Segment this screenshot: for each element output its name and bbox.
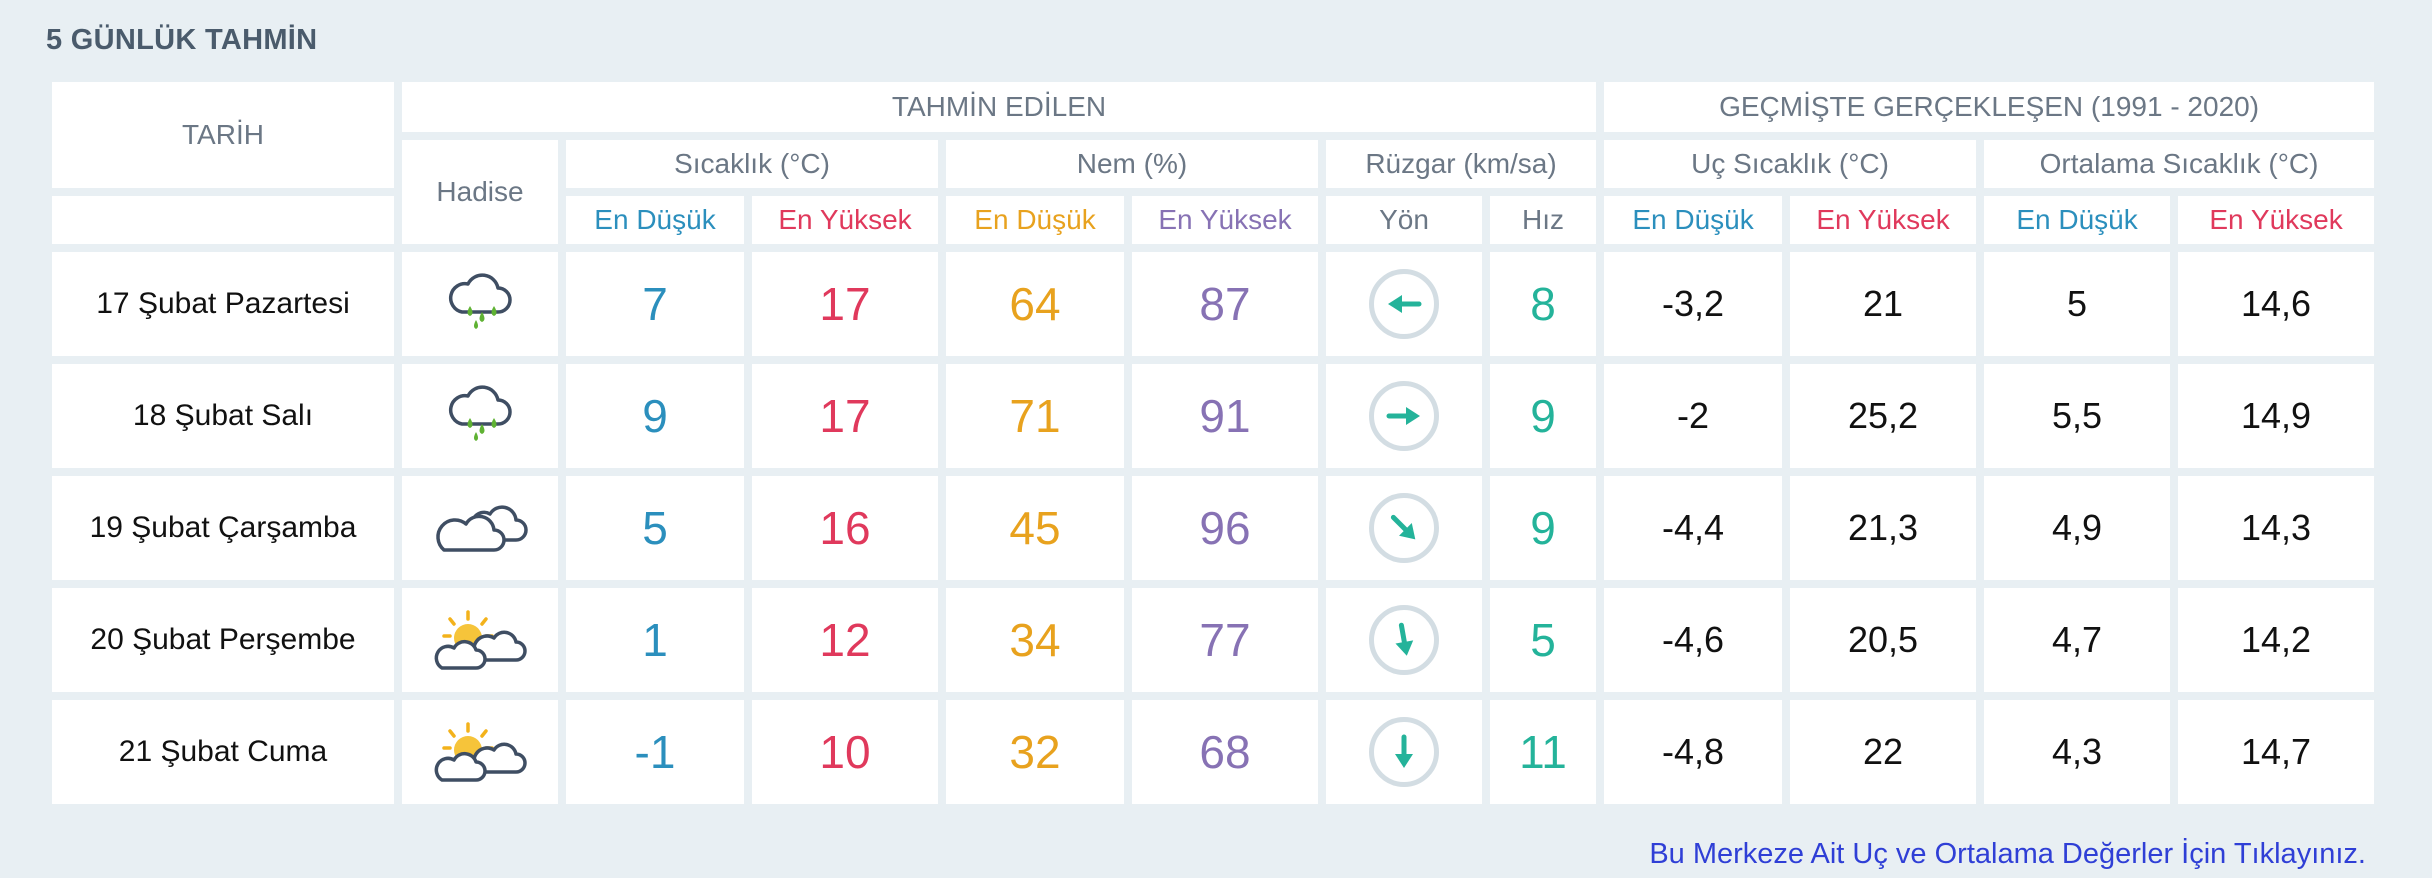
wind-arrow-icon — [1369, 381, 1439, 451]
ort-min: 5 — [1984, 252, 2171, 356]
wind-speed: 9 — [1490, 364, 1597, 468]
header-ort-max: En Yüksek — [2178, 196, 2375, 244]
uc-max: 20,5 — [1790, 588, 1977, 692]
partly-cloudy-icon — [402, 608, 558, 672]
date-cell: 20 Şubat Perşembe — [52, 588, 394, 692]
header-ruzgar: Rüzgar (km/sa) — [1326, 140, 1597, 188]
uc-min: -4,6 — [1604, 588, 1783, 692]
header-hadise: Hadise — [402, 140, 558, 244]
temp-min: 1 — [566, 588, 744, 692]
temp-max: 10 — [752, 700, 938, 804]
humidity-max: 96 — [1132, 476, 1318, 580]
rain-cloud-icon — [402, 272, 558, 336]
page-title: 5 GÜNLÜK TAHMİN — [46, 24, 318, 56]
cloudy-icon — [402, 500, 558, 556]
header-hum-min: En Düşük — [946, 196, 1124, 244]
wind-direction — [1326, 700, 1482, 804]
header-temp-min: En Düşük — [566, 196, 744, 244]
table-row: 19 Şubat Çarşamba 5 16 45 96 9 -4,4 21,3 4,9 14,3 — [52, 476, 2375, 580]
uc-min: -4,8 — [1604, 700, 1783, 804]
date-cell: 21 Şubat Cuma — [52, 700, 394, 804]
humidity-max: 77 — [1132, 588, 1318, 692]
wind-direction — [1326, 252, 1482, 356]
uc-min: -4,4 — [1604, 476, 1783, 580]
wind-arrow-icon — [1369, 269, 1439, 339]
wind-arrow-icon — [1369, 493, 1439, 563]
weather-icon-cell — [402, 700, 558, 804]
header-uc-sicaklik: Uç Sıcaklık (°C) — [1604, 140, 1977, 188]
rain-cloud-icon — [402, 384, 558, 448]
header-gecmiste-gerceklesen: GEÇMİŞTE GERÇEKLEŞEN (1991 - 2020) — [1604, 82, 2375, 132]
wind-arrow-icon — [1369, 605, 1439, 675]
temp-max: 17 — [752, 252, 938, 356]
wind-arrow-icon — [1369, 717, 1439, 787]
uc-max: 22 — [1790, 700, 1977, 804]
wind-speed: 11 — [1490, 700, 1597, 804]
temp-min: 9 — [566, 364, 744, 468]
temp-min: 5 — [566, 476, 744, 580]
humidity-min: 32 — [946, 700, 1124, 804]
humidity-min: 71 — [946, 364, 1124, 468]
date-cell: 19 Şubat Çarşamba — [52, 476, 394, 580]
humidity-min: 45 — [946, 476, 1124, 580]
humidity-min: 34 — [946, 588, 1124, 692]
partly-cloudy-icon — [402, 720, 558, 784]
ort-max: 14,6 — [2178, 252, 2375, 356]
header-wind-dir: Yön — [1326, 196, 1482, 244]
table-row: 17 Şubat Pazartesi 7 17 64 87 8 -3,2 21 5 14,6 — [52, 252, 2375, 356]
header-ortalama-sicaklik: Ortalama Sıcaklık (°C) — [1984, 140, 2375, 188]
ort-max: 14,2 — [2178, 588, 2375, 692]
humidity-max: 91 — [1132, 364, 1318, 468]
temp-max: 17 — [752, 364, 938, 468]
ort-min: 4,3 — [1984, 700, 2171, 804]
wind-speed: 5 — [1490, 588, 1597, 692]
wind-direction — [1326, 476, 1482, 580]
weather-icon-cell — [402, 364, 558, 468]
header-temp-max: En Yüksek — [752, 196, 938, 244]
wind-speed: 9 — [1490, 476, 1597, 580]
header-uc-min: En Düşük — [1604, 196, 1783, 244]
header-nem: Nem (%) — [946, 140, 1318, 188]
weather-icon-cell — [402, 476, 558, 580]
header-sicaklik: Sıcaklık (°C) — [566, 140, 938, 188]
table-row: 20 Şubat Perşembe 1 12 34 77 5 -4,6 20,5 4,7 14,2 — [52, 588, 2375, 692]
date-cell: 18 Şubat Salı — [52, 364, 394, 468]
ort-max: 14,7 — [2178, 700, 2375, 804]
ort-min: 5,5 — [1984, 364, 2171, 468]
header-tarih: TARİH — [52, 82, 394, 188]
humidity-max: 87 — [1132, 252, 1318, 356]
header-uc-max: En Yüksek — [1790, 196, 1977, 244]
uc-max: 21,3 — [1790, 476, 1977, 580]
humidity-min: 64 — [946, 252, 1124, 356]
temp-max: 16 — [752, 476, 938, 580]
uc-min: -2 — [1604, 364, 1783, 468]
temp-max: 12 — [752, 588, 938, 692]
table-row: 21 Şubat Cuma -1 10 32 68 11 -4,8 22 4,3 14,7 — [52, 700, 2375, 804]
weather-icon-cell — [402, 252, 558, 356]
footer-link[interactable]: Bu Merkeze Ait Uç ve Ortalama Değerler İ… — [1649, 838, 2366, 870]
ort-max: 14,9 — [2178, 364, 2375, 468]
uc-max: 25,2 — [1790, 364, 1977, 468]
ort-min: 4,7 — [1984, 588, 2171, 692]
header-tahmin-edilen: TAHMİN EDİLEN — [402, 82, 1597, 132]
wind-direction — [1326, 364, 1482, 468]
date-cell: 17 Şubat Pazartesi — [52, 252, 394, 356]
temp-min: 7 — [566, 252, 744, 356]
wind-speed: 8 — [1490, 252, 1597, 356]
ort-max: 14,3 — [2178, 476, 2375, 580]
uc-min: -3,2 — [1604, 252, 1783, 356]
temp-min: -1 — [566, 700, 744, 804]
header-wind-speed: Hız — [1490, 196, 1597, 244]
humidity-max: 68 — [1132, 700, 1318, 804]
weather-icon-cell — [402, 588, 558, 692]
header-ort-min: En Düşük — [1984, 196, 2171, 244]
ort-min: 4,9 — [1984, 476, 2171, 580]
table-row: 18 Şubat Salı 9 17 71 91 9 -2 25,2 5,5 14,9 — [52, 364, 2375, 468]
header-tarih-filler — [52, 196, 394, 244]
header-hum-max: En Yüksek — [1132, 196, 1318, 244]
forecast-table: TARİH TAHMİN EDİLEN GEÇMİŞTE GERÇEKLEŞEN… — [44, 74, 2382, 812]
wind-direction — [1326, 588, 1482, 692]
uc-max: 21 — [1790, 252, 1977, 356]
